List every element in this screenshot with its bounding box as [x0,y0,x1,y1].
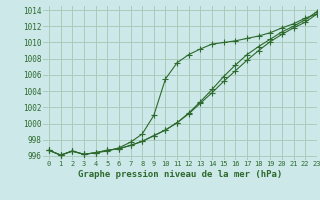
X-axis label: Graphe pression niveau de la mer (hPa): Graphe pression niveau de la mer (hPa) [78,170,282,179]
